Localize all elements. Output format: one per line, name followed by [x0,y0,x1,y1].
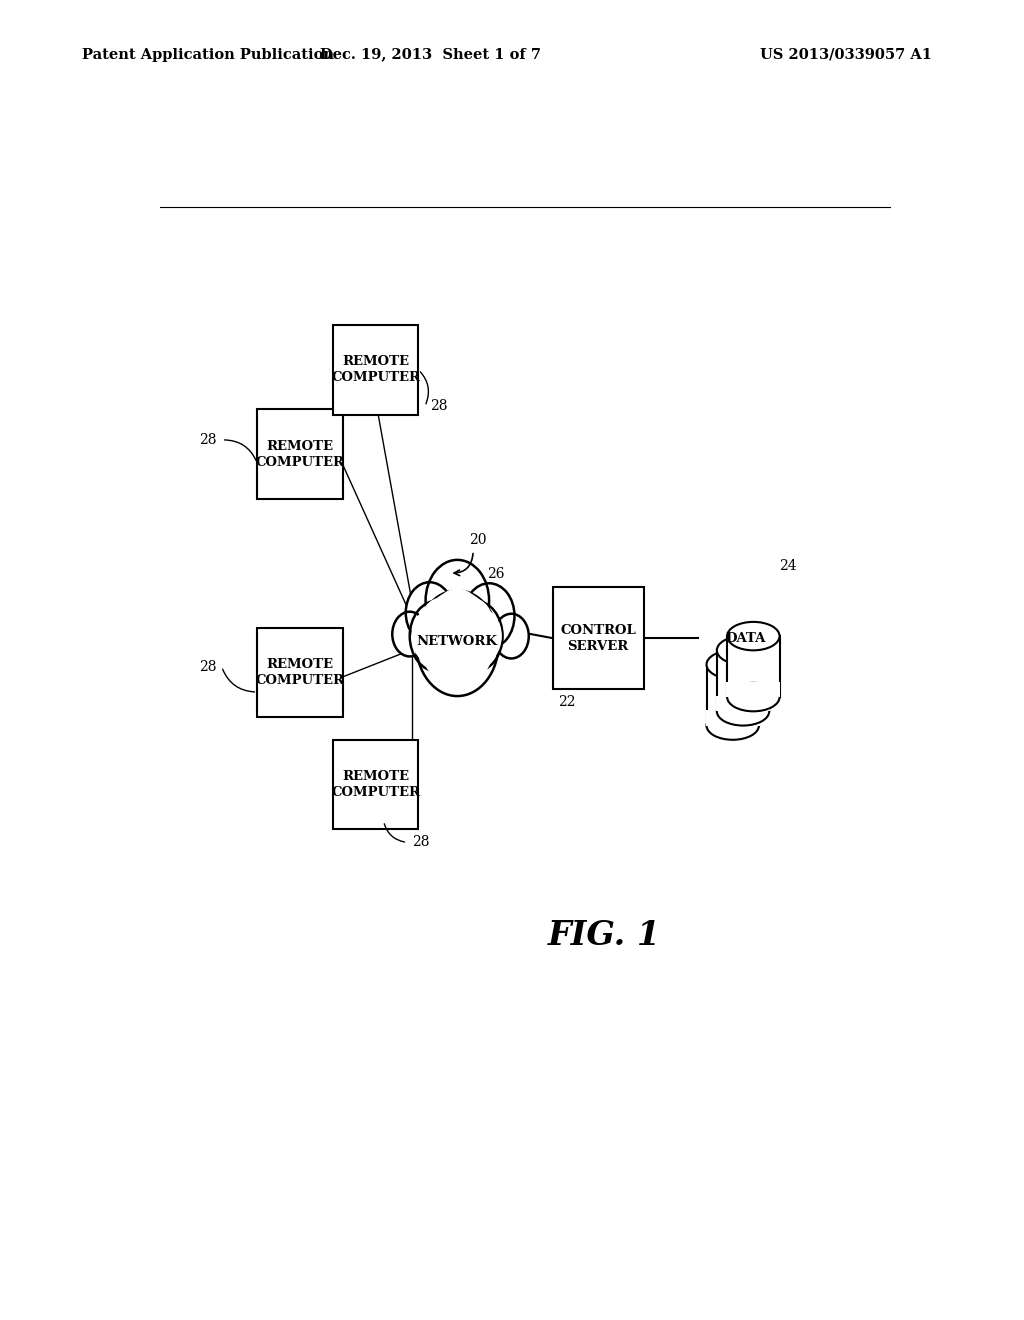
Circle shape [412,607,456,664]
Circle shape [494,614,528,659]
Ellipse shape [707,711,759,739]
Text: Dec. 19, 2013  Sheet 1 of 7: Dec. 19, 2013 Sheet 1 of 7 [319,48,541,62]
Bar [716,696,770,711]
Circle shape [458,607,502,664]
Circle shape [392,611,427,656]
Text: CONTROL
SERVER: CONTROL SERVER [560,623,636,652]
Text: REMOTE
COMPUTER: REMOTE COMPUTER [331,770,420,799]
Text: REMOTE
COMPUTER: REMOTE COMPUTER [331,355,420,384]
Text: 24: 24 [778,560,797,573]
Text: 28: 28 [200,660,217,673]
Circle shape [432,589,482,653]
Bar [333,739,419,829]
Bar [727,636,779,697]
Text: NETWORK: NETWORK [417,635,498,648]
Text: 22: 22 [558,696,575,709]
Circle shape [426,560,489,642]
Bar [257,409,343,499]
Bar [257,628,343,718]
Text: 20: 20 [469,532,486,546]
Circle shape [419,590,496,688]
Ellipse shape [727,682,779,711]
Text: 28: 28 [430,400,447,413]
Ellipse shape [727,622,779,651]
Bar [726,682,780,697]
Bar [706,710,760,726]
Text: DATA: DATA [725,632,766,644]
Text: FIG. 1: FIG. 1 [548,920,660,953]
Bar [707,664,759,726]
Circle shape [410,601,465,672]
Text: REMOTE
COMPUTER: REMOTE COMPUTER [256,659,345,688]
Ellipse shape [717,636,769,664]
Bar [553,587,644,689]
Ellipse shape [717,697,769,726]
Text: 26: 26 [486,568,504,581]
Text: US 2013/0339057 A1: US 2013/0339057 A1 [760,48,932,62]
Circle shape [406,582,454,643]
Bar [333,325,419,414]
Text: 28: 28 [412,836,430,850]
Text: Patent Application Publication: Patent Application Publication [82,48,334,62]
Circle shape [416,590,499,696]
Circle shape [464,583,514,648]
Ellipse shape [707,651,759,678]
Text: 28: 28 [200,433,217,447]
Circle shape [419,598,464,655]
Circle shape [450,598,494,655]
Text: REMOTE
COMPUTER: REMOTE COMPUTER [256,440,345,469]
Circle shape [447,601,503,672]
Bar [717,651,769,711]
